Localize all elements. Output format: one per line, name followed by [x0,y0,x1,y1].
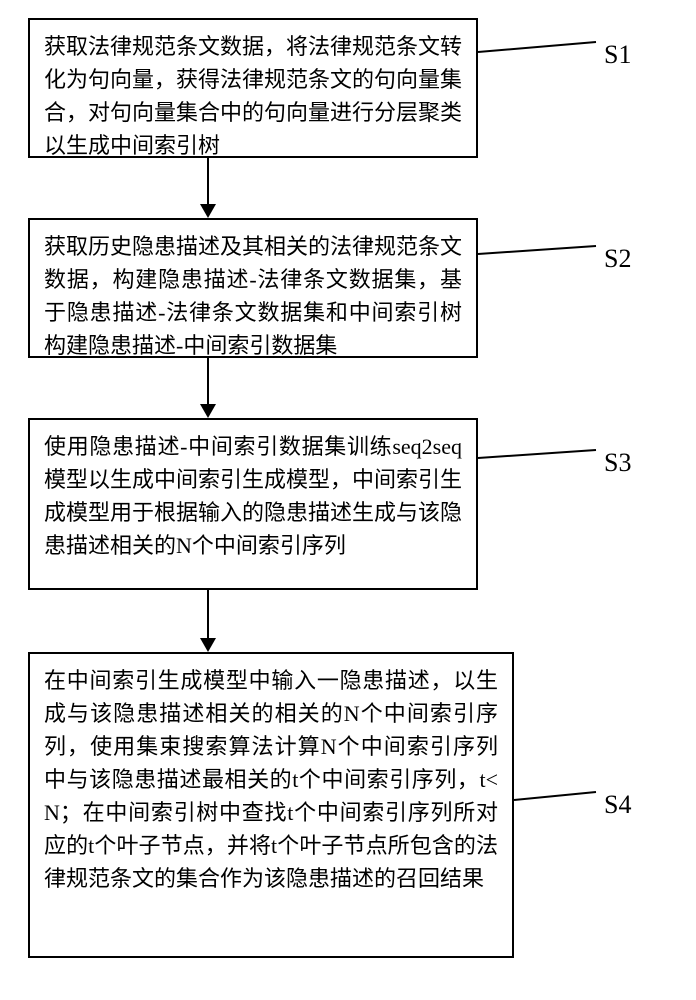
step-text-s1: 获取法律规范条文数据，将法律规范条文转化为句向量，获得法律规范条文的句向量集合，… [44,30,462,162]
step-label-s3: S3 [604,448,631,478]
step-text-s2: 获取历史隐患描述及其相关的法律规范条文数据，构建隐患描述-法律条文数据集，基于隐… [44,230,462,362]
step-text-s3: 使用隐患描述-中间索引数据集训练seq2seq模型以生成中间索引生成模型，中间索… [44,430,462,562]
step-label-s2: S2 [604,244,631,274]
leader-line-s1 [478,38,598,58]
leader-line-s3 [478,446,598,466]
step-box-s2: 获取历史隐患描述及其相关的法律规范条文数据，构建隐患描述-法律条文数据集，基于隐… [28,218,478,358]
flowchart-container: 获取法律规范条文数据，将法律规范条文转化为句向量，获得法律规范条文的句向量集合，… [0,0,696,1000]
arrow-head-icon [200,638,216,652]
arrow-s2-s3 [200,358,216,418]
arrow-s1-s2 [200,158,216,218]
arrow-line [207,590,210,638]
arrow-head-icon [200,404,216,418]
step-box-s3: 使用隐患描述-中间索引数据集训练seq2seq模型以生成中间索引生成模型，中间索… [28,418,478,590]
step-text-s4: 在中间索引生成模型中输入一隐患描述，以生成与该隐患描述相关的相关的N个中间索引序… [44,664,498,895]
leader-line-s4 [514,788,598,808]
arrow-line [207,358,210,404]
step-box-s4: 在中间索引生成模型中输入一隐患描述，以生成与该隐患描述相关的相关的N个中间索引序… [28,652,514,958]
arrow-line [207,158,210,204]
leader-line-s2 [478,242,598,262]
arrow-s3-s4 [200,590,216,652]
arrow-head-icon [200,204,216,218]
step-label-s1: S1 [604,40,631,70]
step-label-s4: S4 [604,790,631,820]
step-box-s1: 获取法律规范条文数据，将法律规范条文转化为句向量，获得法律规范条文的句向量集合，… [28,18,478,158]
